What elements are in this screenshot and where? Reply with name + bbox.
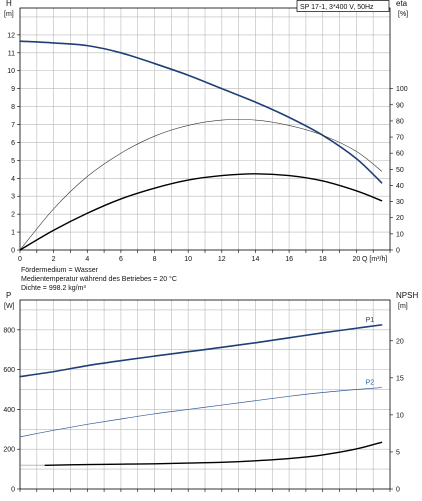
panel1-right-tick-label: 50 — [396, 167, 404, 174]
panel2-series-p1 — [19, 324, 383, 378]
panel2-series-label-p2: P2 — [366, 380, 375, 387]
x-tick-label: 14 — [252, 256, 260, 263]
panel1-left-tick-label: 10 — [7, 68, 15, 75]
panel1-series-eta_total — [19, 173, 383, 251]
x-axis-title: Q [m³/h] — [362, 256, 387, 263]
x-tick-label: 18 — [319, 256, 327, 263]
panel2-right-tick-label: 5 — [396, 449, 400, 456]
x-tick-label: 0 — [18, 256, 22, 263]
panel1-right-tick-label: 40 — [396, 183, 404, 190]
panel1-left-tick-label: 1 — [11, 230, 15, 237]
panel2-left-tick-label: 800 — [3, 327, 15, 334]
panel2-series-p2 — [19, 387, 382, 438]
panel2-left-tick-label: 600 — [3, 367, 15, 374]
panel2-right-tick-label: 10 — [396, 412, 404, 419]
panel2-left-tick-label: 0 — [11, 487, 15, 494]
panel1-left-tick-label: 3 — [11, 194, 15, 201]
panel2-left-axis-unit: [W] — [4, 303, 15, 310]
panel1-right-tick-label: 90 — [396, 102, 404, 109]
panel1-left-axis-unit: [m] — [4, 11, 14, 18]
panel1-left-tick-label: 4 — [11, 176, 15, 183]
x-tick-label: 16 — [285, 256, 293, 263]
panel1-left-axis-title: H — [6, 0, 12, 8]
panel1-right-axis-unit: [%] — [398, 11, 408, 18]
medium-note: Fördermedium = Wasser — [21, 267, 99, 274]
panel2-series-label-p1: P1 — [366, 317, 375, 324]
panel1-right-tick-label: 0 — [396, 248, 400, 255]
legend-box — [296, 0, 390, 12]
panel1-left-tick-label: 2 — [11, 212, 15, 219]
panel1-right-tick-label: 20 — [396, 215, 404, 222]
x-tick-label: 10 — [184, 256, 192, 263]
panel1-left-tick-label: 9 — [11, 86, 15, 93]
panel2-series-npsh — [44, 441, 383, 466]
panel1-right-tick-label: 70 — [396, 135, 404, 142]
panel1-right-tick-label: 30 — [396, 199, 404, 206]
x-tick-label: 2 — [52, 256, 56, 263]
panel1-right-axis-title: eta — [396, 0, 408, 8]
x-tick-label: 6 — [119, 256, 123, 263]
panel1-left-tick-label: 0 — [11, 248, 15, 255]
panel1-left-tick-label: 8 — [11, 104, 15, 111]
legend-box-text: SP 17-1, 3*400 V, 50Hz — [300, 4, 374, 11]
panel2-right-axis-title: NPSH — [396, 291, 418, 300]
panel1-series-eta — [19, 119, 382, 251]
panel2-left-tick-label: 200 — [3, 447, 15, 454]
panel1-left-tick-label: 5 — [11, 158, 15, 165]
x-tick-label: 20 — [352, 256, 360, 263]
panel1-left-tick-label: 7 — [11, 122, 15, 129]
panel1-left-tick-label: 12 — [7, 32, 15, 39]
panel1-right-tick-label: 10 — [396, 231, 404, 238]
panel1-left-tick-label: 11 — [8, 50, 15, 57]
panel1-right-tick-label: 80 — [396, 118, 404, 125]
panel2-right-tick-label: 20 — [396, 338, 404, 345]
panel1-right-tick-label: 60 — [396, 151, 404, 158]
panel2-right-tick-label: 15 — [396, 375, 404, 382]
panel1-series-h — [19, 40, 383, 184]
medium-note: Dichte = 998.2 kg/m³ — [21, 285, 86, 292]
x-tick-label: 12 — [218, 256, 226, 263]
x-tick-label: 8 — [153, 256, 157, 263]
panel2-right-tick-label: 0 — [396, 487, 400, 494]
x-tick-label: 4 — [85, 256, 89, 263]
panel1-left-tick-label: 6 — [11, 140, 15, 147]
panel2-left-axis-title: P — [6, 291, 11, 300]
panel2-left-tick-label: 400 — [3, 407, 15, 414]
panel1-right-tick-label: 100 — [396, 86, 408, 93]
panel2-right-axis-unit: [m] — [398, 303, 408, 310]
medium-note: Medientemperatur während des Betriebes =… — [21, 275, 177, 283]
